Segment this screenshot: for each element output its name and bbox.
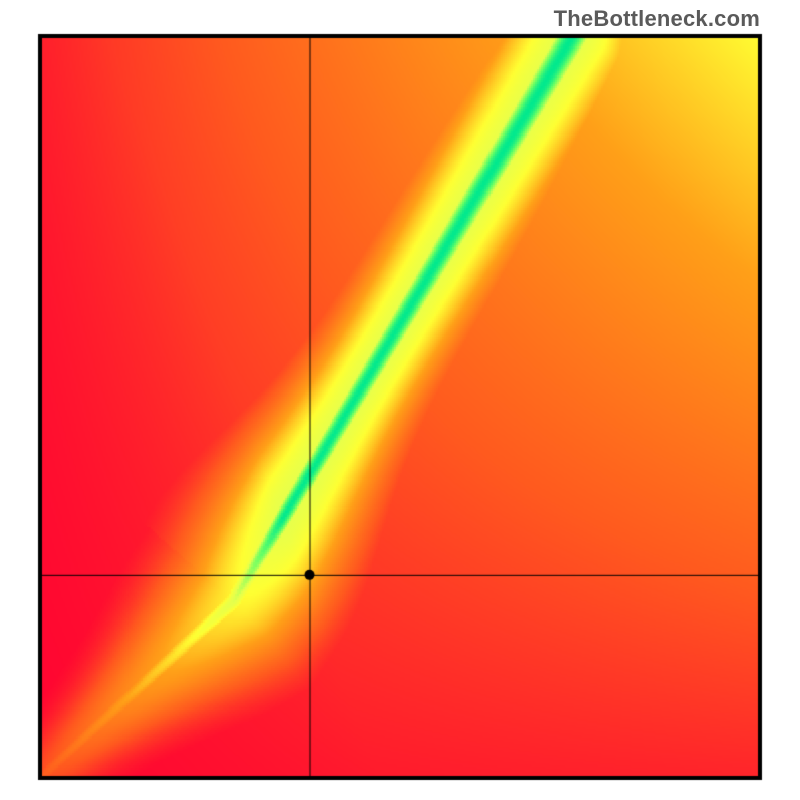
heatmap-canvas xyxy=(0,0,800,800)
watermark-text: TheBottleneck.com xyxy=(554,6,760,32)
chart-container: TheBottleneck.com xyxy=(0,0,800,800)
